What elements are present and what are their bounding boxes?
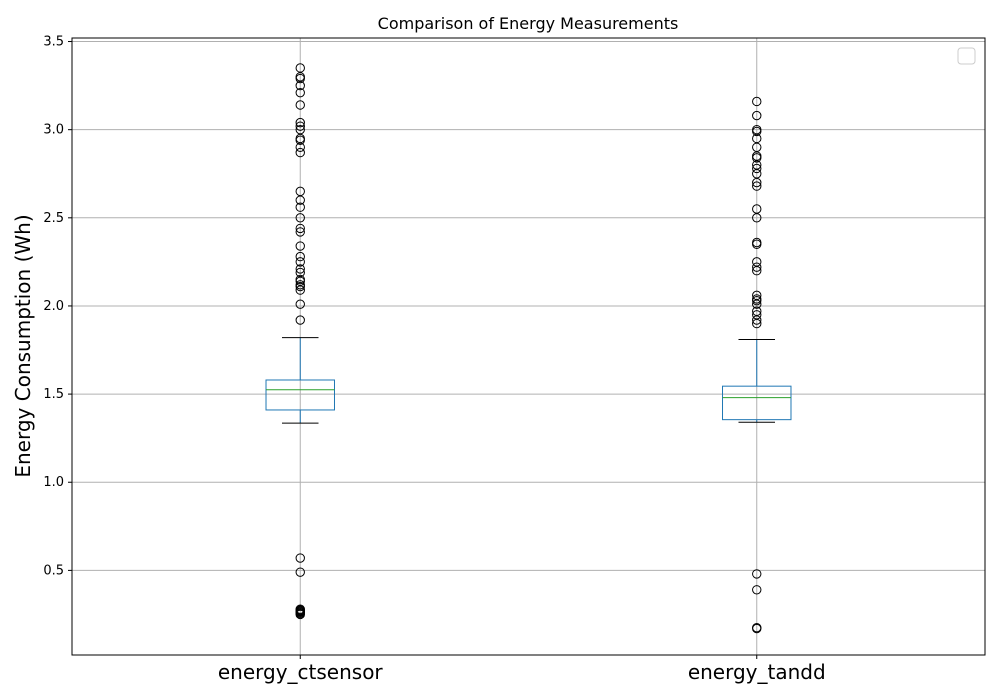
grid-lines — [72, 38, 985, 655]
y-tick-label: 1.5 — [43, 387, 64, 402]
chart-title: Comparison of Energy Measurements — [378, 14, 679, 33]
box-body — [722, 385, 792, 421]
outlier-point — [752, 294, 762, 304]
box-energy-ctsensor — [265, 63, 335, 620]
outlier-point — [295, 202, 305, 212]
outlier-point — [295, 147, 305, 158]
outlier-point — [295, 274, 305, 285]
outlier-point — [295, 241, 305, 251]
outlier-point — [295, 124, 305, 135]
y-axis-label: Energy Consumption (Wh) — [11, 214, 35, 477]
y-tick-label: 2.5 — [43, 211, 64, 226]
outlier-point — [295, 100, 305, 110]
box-energy-tandd — [722, 96, 792, 634]
outlier-point — [295, 267, 305, 278]
outlier-point — [295, 604, 305, 614]
outlier-point — [295, 117, 305, 128]
outlier-point — [295, 251, 305, 262]
outlier-point — [752, 569, 762, 579]
outlier-point — [752, 237, 762, 248]
outlier-point — [295, 223, 305, 234]
outlier-point — [295, 257, 305, 267]
plot-area-frame — [71, 37, 986, 656]
outlier-point — [295, 63, 305, 73]
y-tick-label: 1.0 — [43, 475, 64, 490]
legend-box — [957, 47, 976, 65]
outlier-point — [752, 306, 762, 316]
outlier-point — [295, 280, 305, 290]
y-tick-label: 0.5 — [43, 563, 64, 578]
outlier-point — [752, 310, 762, 320]
outlier-point — [295, 299, 305, 309]
outlier-point — [752, 290, 762, 301]
outlier-point — [295, 87, 305, 98]
y-tick-label: 3.5 — [43, 35, 64, 50]
outlier-point — [752, 110, 762, 121]
y-axis-ticks: 0.5 1.0 1.5 2.0 2.5 3.0 3.5 — [43, 35, 72, 578]
outlier-point — [295, 567, 305, 577]
outlier-point — [295, 227, 305, 237]
x-axis-ticks: energy_ctsensor energy_tandd — [218, 655, 826, 684]
outlier-point — [752, 257, 762, 267]
outlier-point — [295, 213, 305, 223]
outlier-point — [295, 553, 305, 563]
outlier-point — [752, 124, 762, 135]
box-body — [265, 379, 335, 411]
outlier-point — [752, 585, 762, 595]
outlier-point — [295, 315, 305, 325]
outlier-point — [295, 264, 305, 274]
y-tick-label: 3.0 — [43, 123, 64, 138]
outlier-point — [752, 622, 762, 633]
outlier-point — [752, 163, 762, 174]
outlier-point — [752, 96, 762, 107]
outlier-point — [752, 262, 762, 272]
x-tick-label: energy_tandd — [688, 660, 826, 684]
outlier-point — [295, 186, 305, 197]
outlier-point — [752, 181, 762, 191]
y-tick-label: 2.0 — [43, 299, 64, 314]
outlier-point — [295, 121, 305, 131]
x-tick-label: energy_ctsensor — [218, 660, 384, 684]
box-series — [265, 63, 792, 634]
outlier-point — [752, 204, 762, 214]
